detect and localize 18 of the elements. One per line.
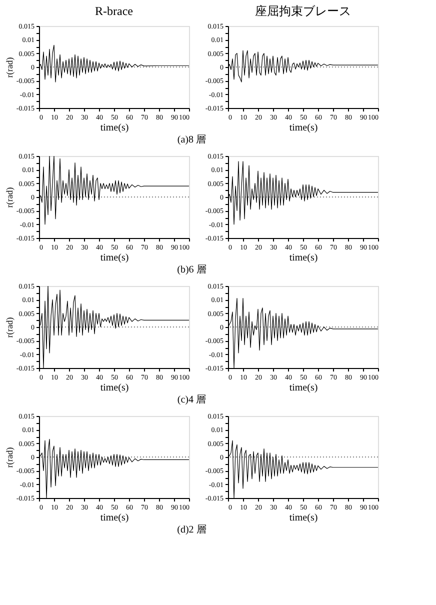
text: (a)8 層	[177, 134, 206, 146]
chart-title: R-brace	[95, 4, 133, 18]
chart-title: 座屈拘束ブレース	[255, 4, 351, 18]
x-axis-title: time(s)	[100, 512, 129, 524]
x-axis-title: time(s)	[289, 382, 318, 394]
x-axis-title: time(s)	[100, 252, 129, 264]
x-axis-title: time(s)	[289, 252, 318, 264]
x-axis-title: time(s)	[100, 382, 129, 394]
x-axis-title: time(s)	[100, 122, 129, 134]
x-axis-title: time(s)	[289, 512, 318, 524]
text: (c)4 層	[177, 394, 206, 406]
text: (d)2 層	[177, 524, 206, 536]
text: (b)6 層	[177, 264, 206, 276]
y-axis-title: r(rad)	[4, 317, 14, 338]
x-axis-title: time(s)	[289, 122, 318, 134]
y-axis-title: r(rad)	[4, 57, 14, 78]
y-axis-title: r(rad)	[4, 447, 14, 468]
y-axis-title: r(rad)	[4, 187, 14, 208]
